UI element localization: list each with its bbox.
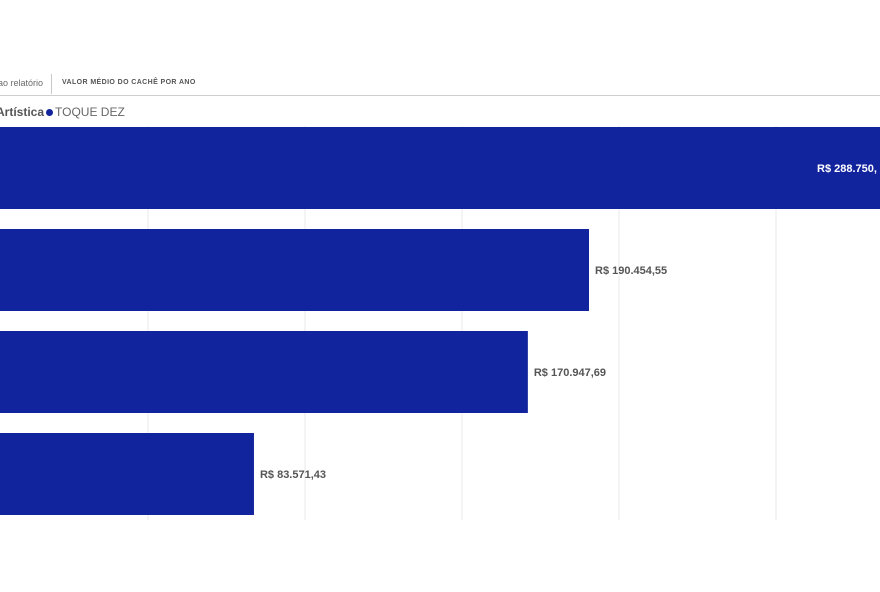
tab-average-fee-per-year[interactable]: VALOR MÉDIO DO CACHÊ POR ANO bbox=[62, 79, 196, 86]
bar-2[interactable] bbox=[0, 229, 589, 311]
bar-value-label-3: R$ 170.947,69 bbox=[534, 367, 606, 379]
legend-series-label[interactable]: TOQUE DEZ bbox=[55, 105, 125, 119]
tab-separator bbox=[51, 74, 52, 94]
bar-4[interactable] bbox=[0, 433, 254, 515]
bar-value-label-1: R$ 288.750, bbox=[817, 163, 877, 175]
tabs-divider bbox=[0, 95, 880, 96]
bar-value-label-2: R$ 190.454,55 bbox=[595, 265, 667, 277]
bar-1[interactable] bbox=[0, 127, 880, 209]
bar-3[interactable] bbox=[0, 331, 528, 413]
chart-bars bbox=[0, 127, 880, 515]
legend-dot-icon bbox=[46, 109, 53, 116]
legend-title: Artística bbox=[0, 105, 45, 119]
bar-value-label-4: R$ 83.571,43 bbox=[260, 469, 326, 481]
tab-back-to-report[interactable]: ao relatório bbox=[0, 78, 44, 88]
chart-data-labels: R$ 288.750, R$ 190.454,55 R$ 170.947,69 R$ … bbox=[260, 163, 877, 481]
report-tabs: ao relatório VALOR MÉDIO DO CACHÊ POR AN… bbox=[0, 74, 880, 96]
